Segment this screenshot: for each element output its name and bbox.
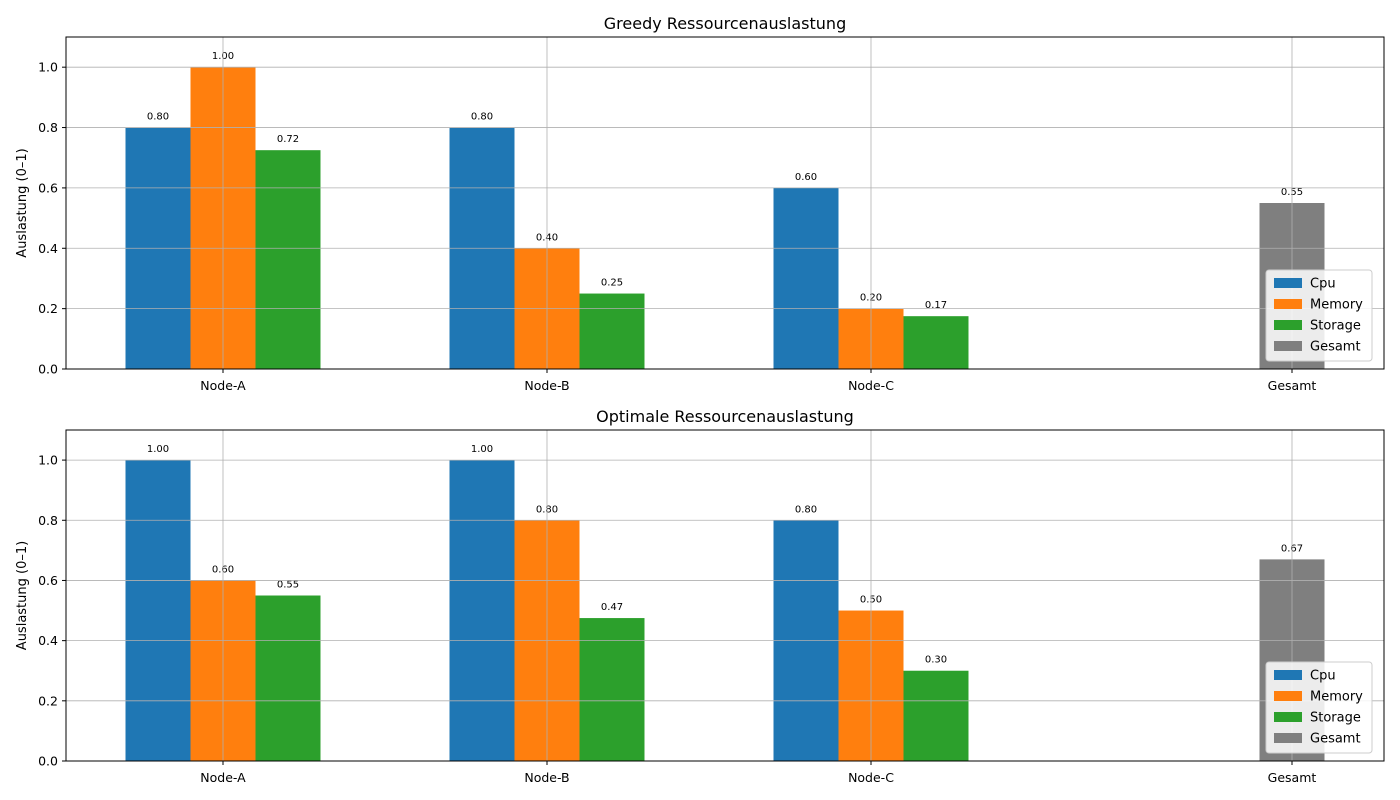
legend-label-gesamt: Gesamt bbox=[1310, 732, 1361, 747]
bar-storage-node-c bbox=[903, 316, 969, 369]
axes-frame bbox=[65, 36, 1385, 370]
y-axis-label: Auslastung (0–1) bbox=[15, 541, 30, 650]
legend-label-storage: Storage bbox=[1310, 711, 1361, 726]
legend: Cpu Memory Storage Gesamt bbox=[1265, 269, 1373, 362]
legend-box bbox=[1265, 269, 1373, 362]
y-tick-label: 0.6 bbox=[38, 573, 58, 588]
legend-swatch-gesamt bbox=[1274, 341, 1302, 351]
legend: Cpu Memory Storage Gesamt bbox=[1265, 661, 1373, 754]
x-tick-label: Node-C bbox=[848, 770, 894, 785]
y-tick-label: 0.0 bbox=[38, 754, 58, 769]
x-tick-label: Node-B bbox=[524, 378, 569, 393]
y-tick-label: 0.0 bbox=[38, 362, 58, 377]
legend-box bbox=[1265, 661, 1373, 754]
y-tick-label: 0.2 bbox=[38, 693, 58, 708]
legend-swatch-storage bbox=[1274, 712, 1302, 722]
legend-swatch-gesamt bbox=[1274, 733, 1302, 743]
data-label: 1.00 bbox=[471, 444, 493, 455]
bar-storage-node-b bbox=[579, 293, 645, 369]
legend-swatch-memory bbox=[1274, 299, 1302, 309]
y-tick-label: 1.0 bbox=[38, 60, 58, 75]
x-tick-label: Gesamt bbox=[1268, 378, 1317, 393]
data-label: 1.00 bbox=[147, 444, 169, 455]
data-label: 0.47 bbox=[601, 602, 623, 613]
legend-label-cpu: Cpu bbox=[1310, 277, 1336, 292]
bar-storage-node-c bbox=[903, 670, 969, 761]
legend-swatch-memory bbox=[1274, 691, 1302, 701]
data-label: 0.80 bbox=[471, 112, 493, 123]
chart-title: Optimale Ressourcenauslastung bbox=[596, 407, 854, 426]
data-label: 0.72 bbox=[277, 134, 299, 145]
y-tick-label: 0.4 bbox=[38, 241, 58, 256]
chart-title: Greedy Ressourcenauslastung bbox=[604, 14, 846, 33]
data-label: 0.60 bbox=[795, 172, 817, 183]
chart-panel-1: Greedy Ressourcenauslastung Auslastung (0… bbox=[15, 14, 1385, 393]
x-tick-label: Node-A bbox=[200, 770, 246, 785]
y-tick-label: 0.4 bbox=[38, 633, 58, 648]
y-tick-label: 1.0 bbox=[38, 453, 58, 468]
y-axis-label: Auslastung (0–1) bbox=[15, 148, 30, 257]
bar-cpu-node-a bbox=[125, 460, 191, 761]
data-label: 0.55 bbox=[277, 580, 299, 591]
y-tick-label: 0.6 bbox=[38, 180, 58, 195]
legend-label-memory: Memory bbox=[1310, 690, 1363, 705]
y-tick-label: 0.2 bbox=[38, 301, 58, 316]
bar-cpu-node-c bbox=[773, 187, 839, 369]
bar-storage-node-a bbox=[255, 150, 321, 369]
bar-cpu-node-b bbox=[449, 460, 515, 761]
legend-label-cpu: Cpu bbox=[1310, 669, 1336, 684]
axes-frame bbox=[65, 429, 1385, 762]
legend-swatch-cpu bbox=[1274, 670, 1302, 680]
chart-panel-2: Optimale Ressourcenauslastung Auslastung … bbox=[15, 407, 1385, 785]
legend-swatch-storage bbox=[1274, 320, 1302, 330]
data-label: 0.17 bbox=[925, 300, 947, 311]
legend-label-storage: Storage bbox=[1310, 319, 1361, 334]
legend-label-gesamt: Gesamt bbox=[1310, 340, 1361, 355]
data-label: 0.80 bbox=[795, 504, 817, 515]
bar-storage-node-b bbox=[579, 618, 645, 761]
bar-storage-node-a bbox=[255, 595, 321, 761]
x-tick-label: Node-B bbox=[524, 770, 569, 785]
x-tick-label: Node-A bbox=[200, 378, 246, 393]
data-label: 0.80 bbox=[147, 112, 169, 123]
legend-swatch-cpu bbox=[1274, 278, 1302, 288]
y-tick-label: 0.8 bbox=[38, 120, 58, 135]
y-tick-label: 0.8 bbox=[38, 513, 58, 528]
x-tick-label: Gesamt bbox=[1268, 770, 1317, 785]
data-label: 0.25 bbox=[601, 278, 623, 289]
x-tick-label: Node-C bbox=[848, 378, 894, 393]
data-label: 0.30 bbox=[925, 655, 947, 666]
legend-label-memory: Memory bbox=[1310, 298, 1363, 313]
